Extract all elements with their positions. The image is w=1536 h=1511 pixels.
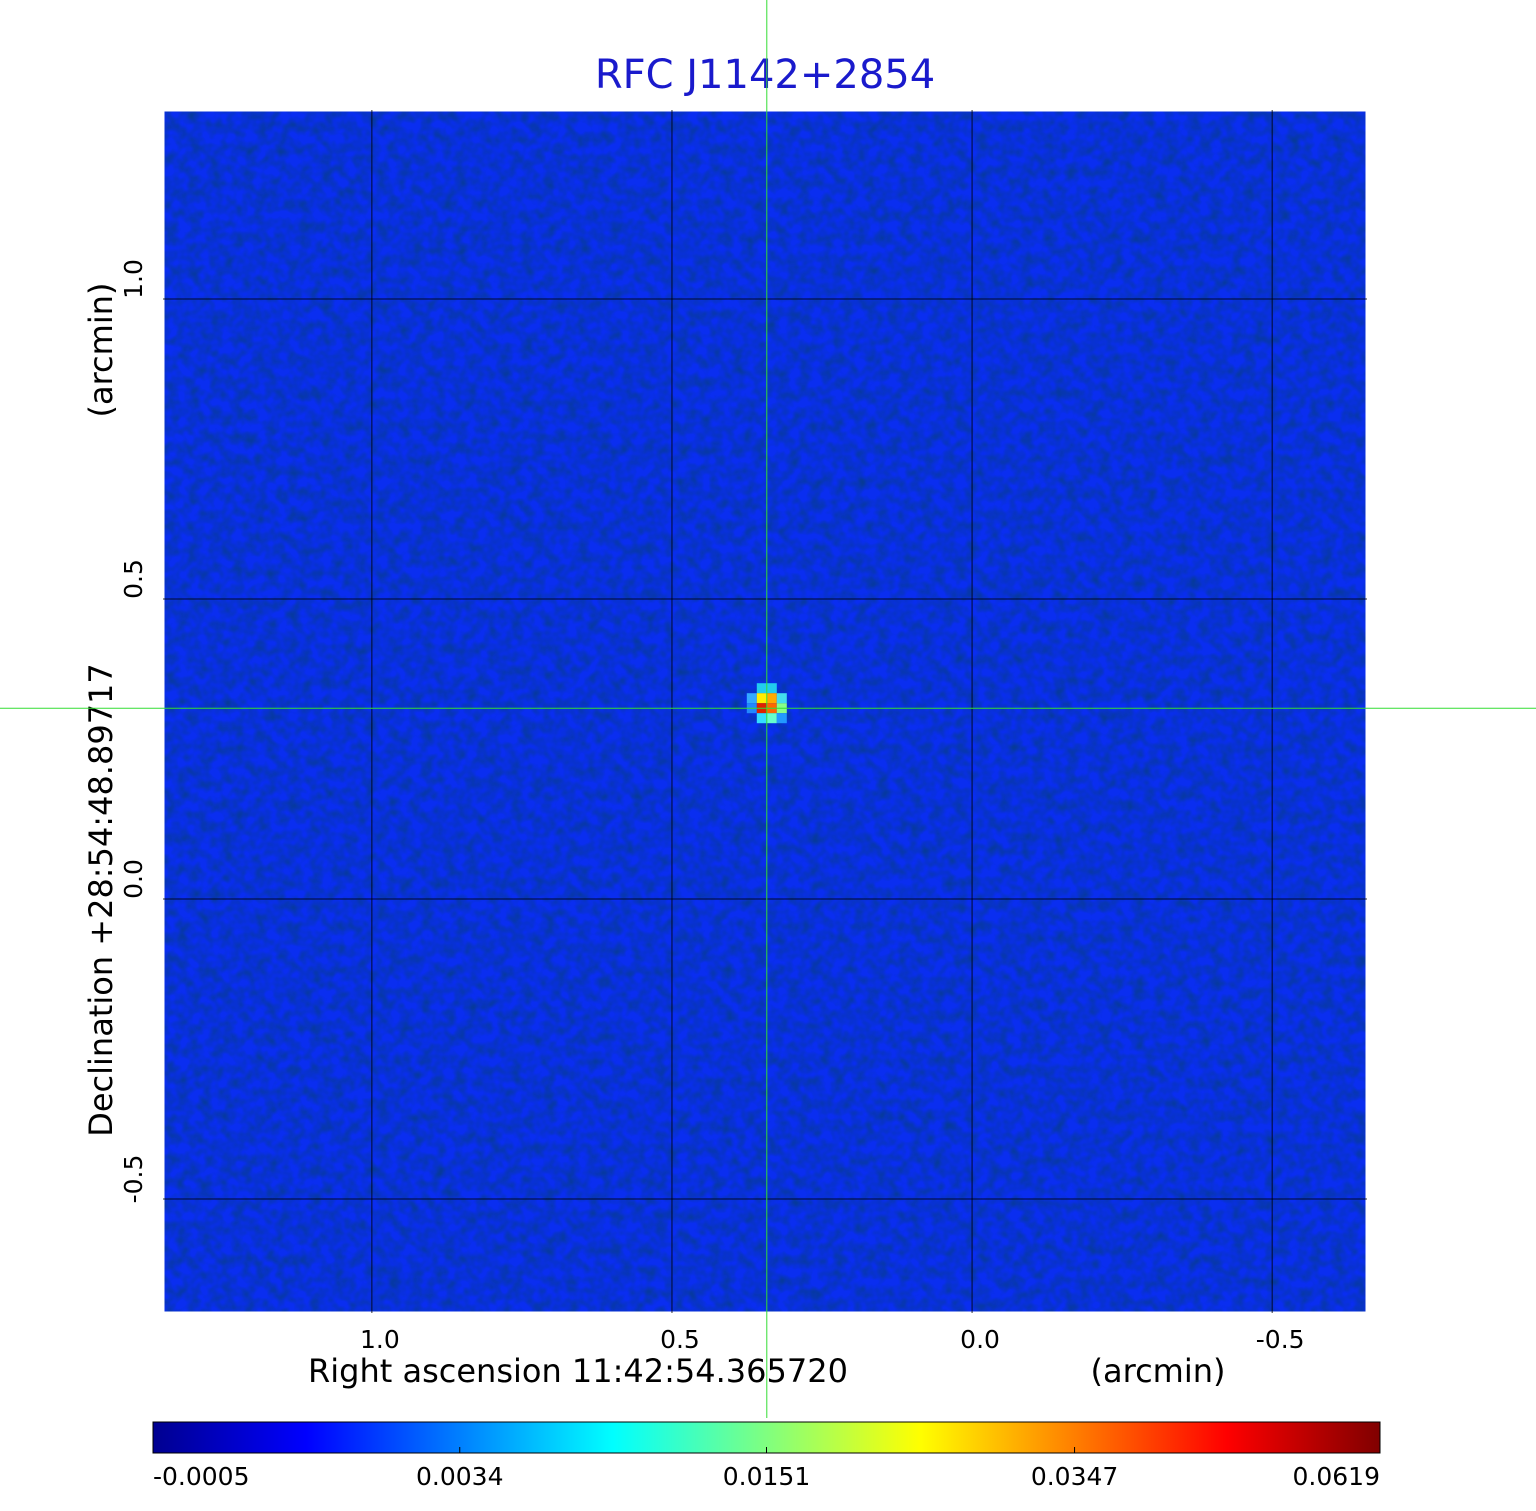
y-tick-label: 0.5: [119, 559, 148, 599]
source-pixel: [766, 693, 777, 704]
source-pixel: [776, 693, 787, 704]
source-pixel: [756, 713, 767, 724]
colorbar-tick-label: 0.0034: [416, 1462, 503, 1491]
source-pixel: [746, 693, 757, 704]
source-pixel: [776, 713, 787, 724]
x-tick-label: -0.5: [1256, 1325, 1305, 1354]
source-pixel: [766, 713, 777, 724]
x-tick-label: 0.0: [960, 1325, 1000, 1354]
x-tick-label: 0.5: [660, 1325, 700, 1354]
source-pixel: [756, 693, 767, 704]
colorbar-tick-label: 0.0151: [723, 1462, 810, 1491]
y-axis-label: Declination +28:54:48.89717: [82, 663, 120, 1137]
x-tick-label: 1.0: [360, 1325, 400, 1354]
colorbar-tick-label: 0.0347: [1031, 1462, 1118, 1491]
source-pixel: [766, 683, 777, 694]
x-axis-label: Right ascension 11:42:54.365720: [308, 1352, 848, 1390]
image-frame: [161, 108, 1369, 1315]
colorbar-tick-label: 0.0619: [1293, 1462, 1380, 1491]
y-tick-label: 0.0: [119, 859, 148, 899]
x-axis-unit: (arcmin): [1091, 1352, 1226, 1390]
chart-title: RFC J1142+2854: [595, 52, 935, 98]
colorbar-tick-label: -0.0005: [153, 1462, 250, 1491]
y-tick-label: -0.5: [119, 1155, 148, 1204]
y-tick-label: 1.0: [119, 259, 148, 299]
y-axis-unit: (arcmin): [82, 283, 120, 418]
source-pixel: [756, 683, 767, 694]
